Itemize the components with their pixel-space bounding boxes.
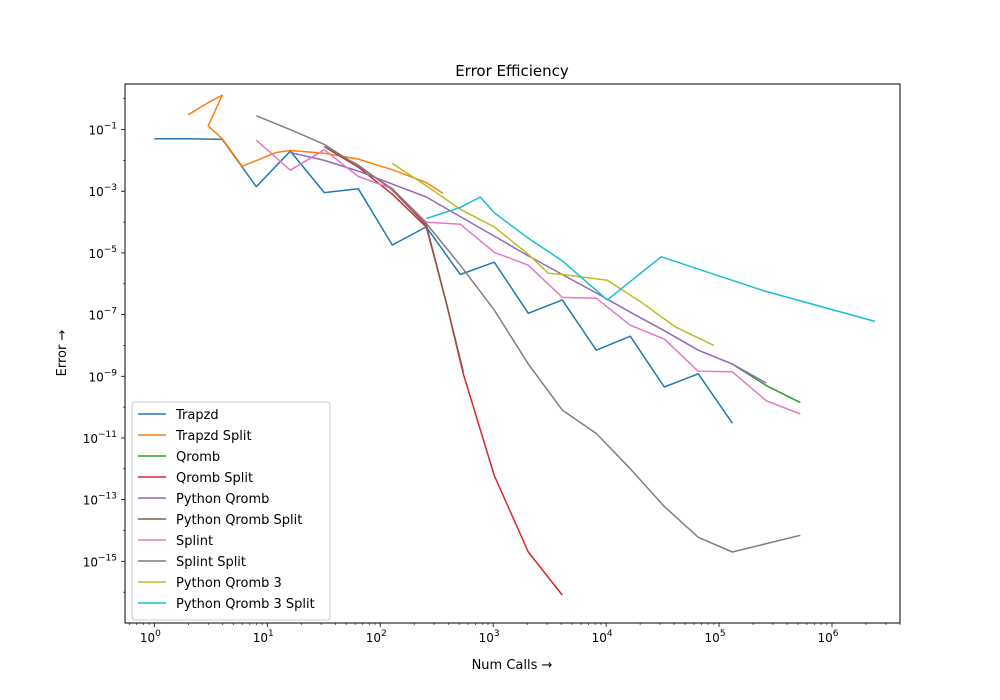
y-tick-exponent: −5 bbox=[104, 245, 117, 255]
legend-label: Python Qromb Split bbox=[176, 513, 302, 528]
y-tick-base: 10 bbox=[88, 124, 103, 138]
legend-entry-python-qromb: Python Qromb bbox=[138, 492, 269, 507]
x-tick-base: 10 bbox=[253, 631, 268, 645]
y-tick-label: 10−13 bbox=[83, 492, 117, 508]
chart-title: Error Efficiency bbox=[455, 62, 569, 80]
y-tick-base: 10 bbox=[83, 432, 98, 446]
legend-entry-trapzd: Trapzd bbox=[138, 408, 219, 423]
x-tick-base: 10 bbox=[592, 631, 607, 645]
y-tick-base: 10 bbox=[88, 185, 103, 199]
y-tick-label: 10−11 bbox=[83, 430, 117, 446]
x-tick-label: 103 bbox=[479, 629, 500, 645]
legend-entry-python-qromb-split: Python Qromb Split bbox=[138, 513, 302, 528]
legend-label: Python Qromb 3 bbox=[176, 576, 282, 591]
y-tick-label: 10−3 bbox=[88, 183, 117, 199]
x-tick-label: 106 bbox=[817, 629, 838, 645]
y-tick-base: 10 bbox=[88, 247, 103, 261]
y-tick-label: 10−1 bbox=[88, 122, 117, 138]
series-lines bbox=[154, 94, 876, 596]
legend: Trapzd Trapzd Split Qromb Qromb Split Python… bbox=[131, 401, 331, 621]
y-tick-exponent: −11 bbox=[98, 430, 117, 440]
x-tick-exponent: 2 bbox=[381, 629, 387, 639]
y-tick-label: 10−7 bbox=[88, 307, 117, 323]
x-tick-base: 10 bbox=[479, 631, 494, 645]
y-tick-exponent: −13 bbox=[98, 492, 117, 502]
y-tick-label: 10−9 bbox=[88, 368, 117, 384]
x-tick-exponent: 6 bbox=[833, 629, 839, 639]
y-tick-label: 10−15 bbox=[83, 553, 117, 569]
y-tick-exponent: −15 bbox=[98, 553, 117, 563]
x-axis-arrow: → bbox=[537, 658, 552, 673]
legend-entry-splint: Splint bbox=[138, 534, 213, 549]
x-tick-base: 10 bbox=[705, 631, 720, 645]
legend-entry-splint-split: Splint Split bbox=[138, 555, 246, 570]
y-tick-exponent: −1 bbox=[104, 122, 117, 132]
y-tick-base: 10 bbox=[88, 309, 103, 323]
y-tick-label: 10−5 bbox=[88, 245, 117, 261]
legend-label: Trapzd Split bbox=[175, 429, 252, 444]
series-line-python-qromb-3 bbox=[391, 162, 715, 347]
y-tick-base: 10 bbox=[83, 555, 98, 569]
x-tick-label: 104 bbox=[592, 629, 613, 645]
legend-entry-trapzd-split: Trapzd Split bbox=[138, 429, 252, 444]
y-axis-title-text: Error bbox=[55, 344, 70, 376]
series-line-python-qromb-split bbox=[323, 145, 465, 372]
x-tick-exponent: 0 bbox=[155, 629, 161, 639]
series-line-trapzd bbox=[154, 138, 733, 424]
legend-label: Qromb Split bbox=[176, 471, 253, 486]
x-tick-base: 10 bbox=[366, 631, 381, 645]
y-tick-exponent: −3 bbox=[104, 183, 117, 193]
x-axis-title-text: Num Calls bbox=[472, 658, 538, 673]
legend-label: Qromb bbox=[176, 450, 220, 465]
y-tick-base: 10 bbox=[83, 494, 98, 508]
legend-entry-python-qromb-3: Python Qromb 3 bbox=[138, 576, 282, 591]
y-axis-title: Error → bbox=[55, 330, 70, 377]
series-line-python-qromb-3-split bbox=[426, 196, 876, 323]
plot-area-frame bbox=[124, 83, 901, 624]
legend-entry-qromb-split: Qromb Split bbox=[138, 471, 253, 486]
legend-label: Splint bbox=[176, 534, 213, 549]
legend-label: Trapzd bbox=[175, 408, 219, 423]
legend-label: Python Qromb 3 Split bbox=[176, 597, 315, 612]
axis-ticks: 100 101 102 103 104 105 10610−110−310−510−710−… bbox=[83, 98, 901, 645]
x-tick-label: 102 bbox=[366, 629, 387, 645]
x-tick-base: 10 bbox=[140, 631, 155, 645]
y-tick-exponent: −7 bbox=[104, 307, 117, 317]
legend-entry-qromb: Qromb bbox=[138, 450, 220, 465]
x-axis-title: Num Calls → bbox=[472, 658, 553, 673]
series-line-splint-split bbox=[256, 115, 801, 553]
y-tick-exponent: −9 bbox=[104, 368, 118, 378]
legend-label: Python Qromb bbox=[176, 492, 269, 507]
y-tick-base: 10 bbox=[88, 370, 103, 384]
series-line-python-qromb bbox=[290, 151, 767, 384]
y-axis-arrow: → bbox=[55, 330, 70, 345]
legend-box bbox=[131, 401, 331, 621]
x-tick-label: 101 bbox=[253, 629, 274, 645]
legend-entry-python-qromb-3-split: Python Qromb 3 Split bbox=[138, 597, 315, 612]
x-tick-label: 105 bbox=[705, 629, 726, 645]
series-line-trapzd-split bbox=[187, 94, 444, 195]
x-tick-exponent: 4 bbox=[607, 629, 613, 639]
x-tick-label: 100 bbox=[140, 629, 161, 645]
x-tick-base: 10 bbox=[817, 631, 832, 645]
series-line-splint bbox=[255, 139, 801, 415]
x-tick-exponent: 1 bbox=[268, 629, 274, 639]
legend-label: Splint Split bbox=[176, 555, 246, 570]
x-tick-exponent: 5 bbox=[720, 629, 726, 639]
x-tick-exponent: 3 bbox=[494, 629, 500, 639]
